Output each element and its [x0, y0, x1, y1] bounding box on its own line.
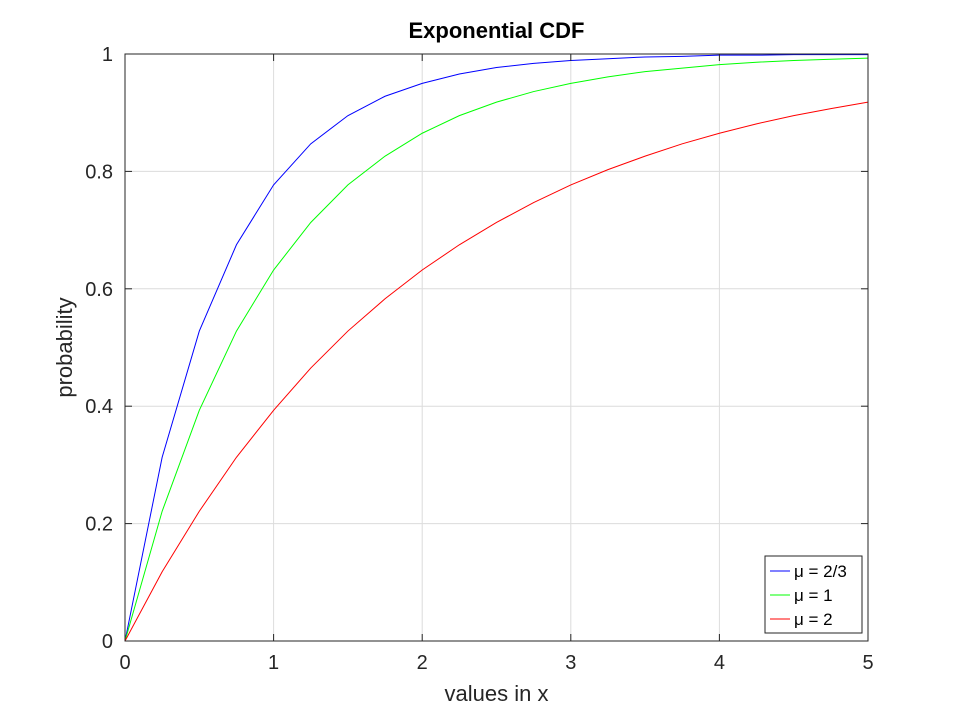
chart-title: Exponential CDF: [408, 18, 584, 43]
tick-labels: 0 1 2 3 4 5 0 0.2 0.4 0.6 0.8 1: [85, 44, 873, 674]
grid: [125, 54, 868, 641]
x-tick-label: 0: [119, 652, 130, 674]
plot-area: [125, 54, 868, 641]
y-tick-label: 0.4: [85, 396, 113, 418]
y-tick-label: 1: [102, 44, 113, 66]
x-tick-label: 3: [565, 652, 576, 674]
y-tick-label: 0.6: [85, 279, 113, 301]
x-tick-label: 1: [268, 652, 279, 674]
y-tick-label: 0.8: [85, 161, 113, 183]
series-line-3: [124, 101, 869, 642]
x-axis-label: values in x: [445, 681, 549, 706]
ticks: [124, 53, 869, 642]
axes-box: [124, 53, 869, 642]
legend-label-1: μ = 2/3: [794, 562, 847, 581]
y-tick-label: 0.2: [85, 514, 113, 536]
y-axis-label: probability: [52, 297, 77, 397]
legend-label-3: μ = 2: [794, 610, 833, 629]
series-line-2: [124, 57, 869, 642]
legend: μ = 2/3 μ = 1 μ = 2: [764, 555, 863, 634]
series-lines: [124, 54, 869, 642]
y-tick-label: 0: [102, 631, 113, 653]
series-line-1: [124, 54, 868, 642]
x-tick-label: 4: [714, 652, 725, 674]
legend-entries: μ = 2/3 μ = 1 μ = 2: [770, 562, 847, 629]
x-tick-label: 2: [417, 652, 428, 674]
x-tick-label: 5: [862, 652, 873, 674]
legend-label-2: μ = 1: [794, 586, 833, 605]
